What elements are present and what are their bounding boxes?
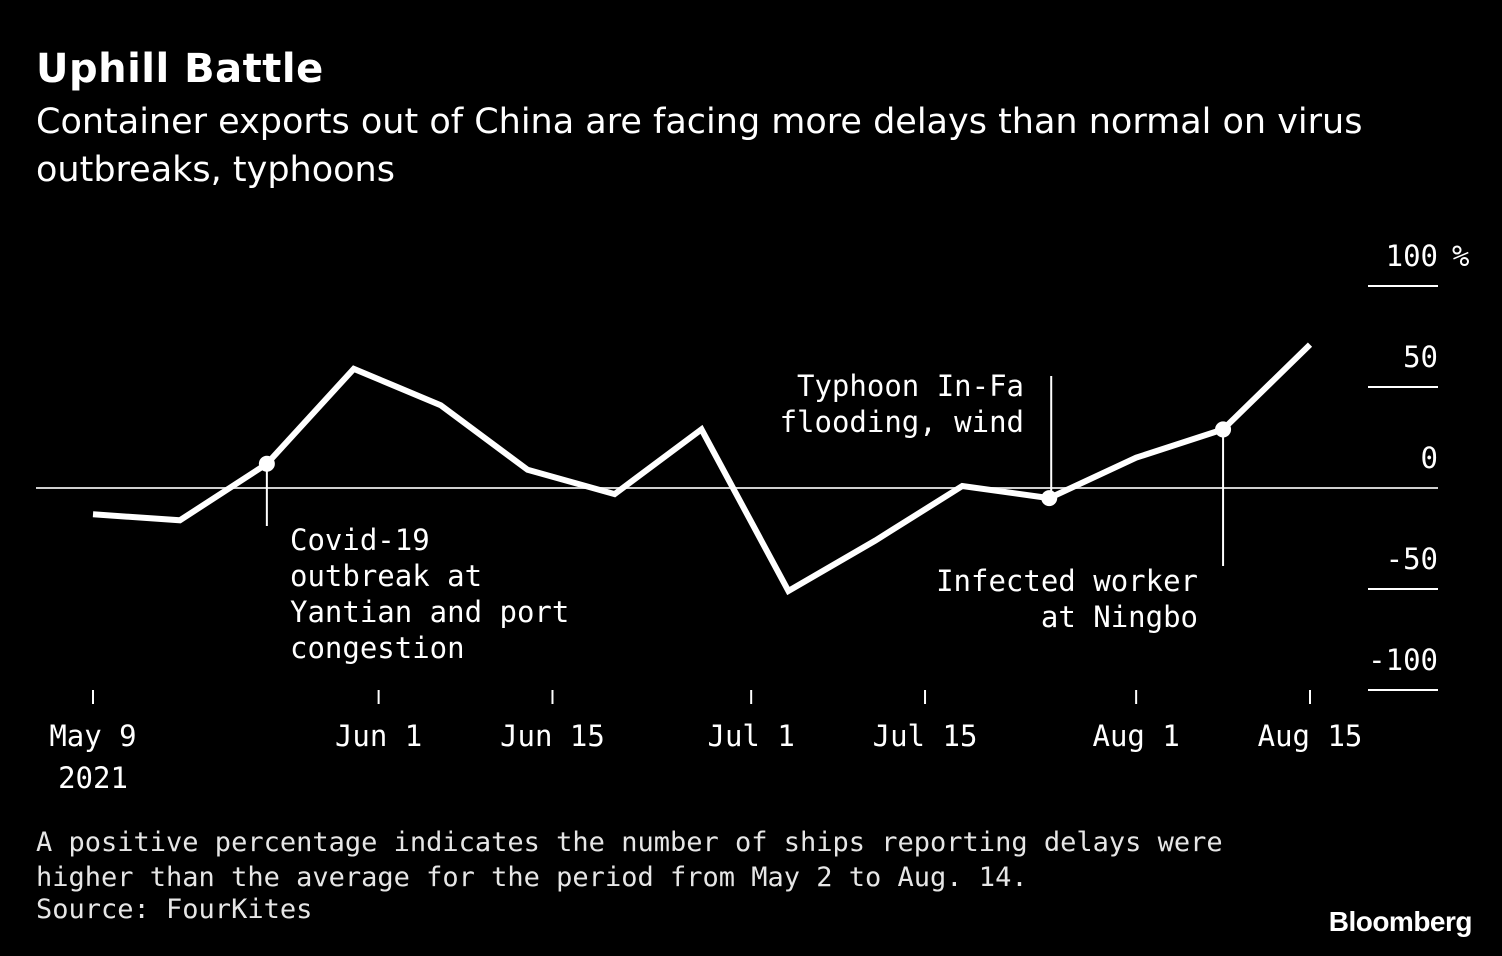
annotation-point [1041,490,1058,507]
y-tick-label: 0 [1421,441,1438,475]
annotation-label: Typhoon In-Fa [797,369,1024,403]
x-tick-label: Jun 1 [335,719,422,753]
y-tick-label: -50 [1386,542,1438,576]
annotation-label: Yantian and port [290,595,569,629]
annotation-label: Covid-19 [290,523,430,557]
y-tick-label: -100 [1368,643,1438,677]
annotation-point [258,455,275,472]
chart-subtitle: Container exports out of China are facin… [36,102,1363,190]
bloomberg-logo: Bloomberg [1328,906,1473,937]
x-tick-label: Aug 1 [1092,719,1179,753]
annotation-label: flooding, wind [780,405,1024,439]
y-tick-label: 100 [1386,239,1438,273]
x-tick-label: Aug 15 [1258,719,1363,753]
x-year-label: 2021 [58,761,128,795]
annotation-label: at Ningbo [1041,600,1198,634]
footnote: A positive percentage indicates the numb… [36,827,1223,893]
series-line [92,342,1313,596]
annotation-label: outbreak at [290,559,482,593]
x-tick-label: Jul 15 [873,719,978,753]
source-note: Source: FourKites [36,894,313,925]
annotation-label: congestion [290,631,465,665]
chart-title: Uphill Battle [36,46,324,92]
annotation-label: Infected worker [936,564,1198,598]
annotation-point [1215,421,1232,438]
x-tick-label: May 9 [49,719,136,753]
y-unit-label: % [1452,239,1469,273]
x-tick-label: Jun 15 [500,719,605,753]
x-tick-label: Jul 1 [708,719,795,753]
y-tick-label: 50 [1403,340,1438,374]
